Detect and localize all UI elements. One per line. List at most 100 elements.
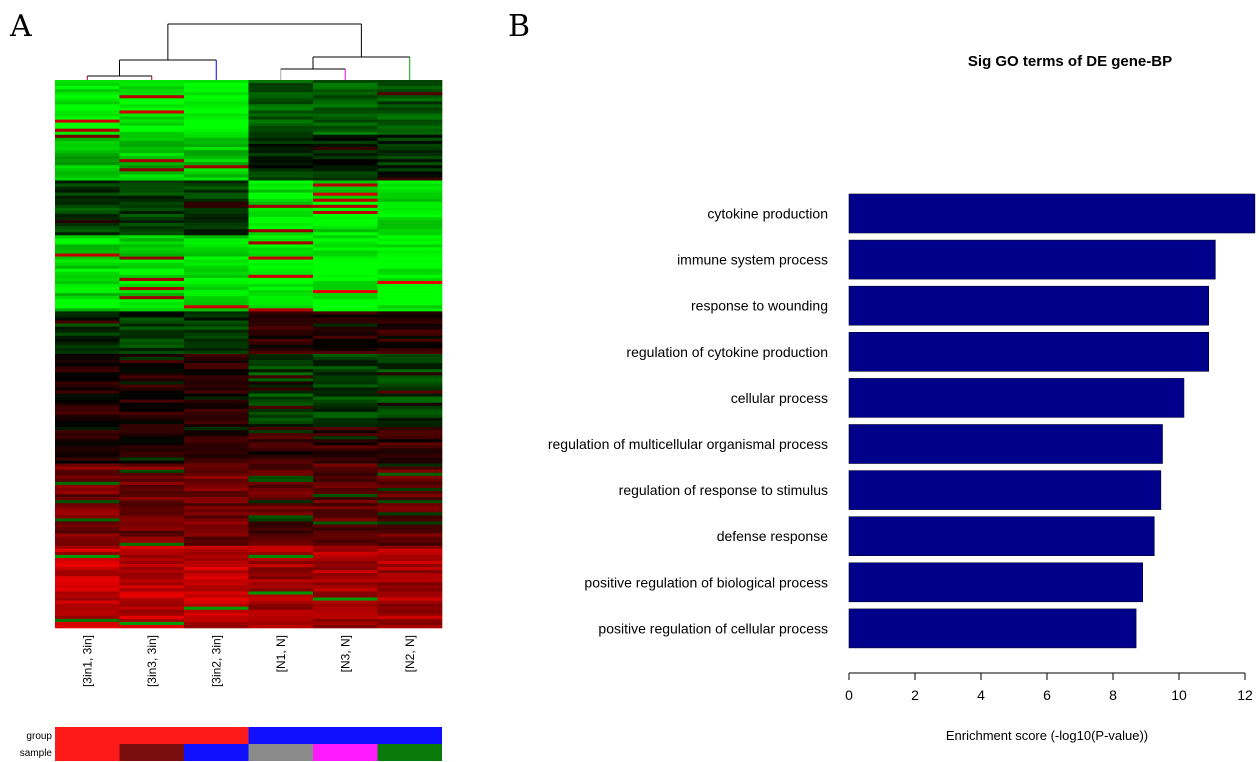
heatmap-cell bbox=[184, 262, 249, 267]
heatmap-cell bbox=[248, 250, 314, 254]
column-label: [3in2, 3in] bbox=[209, 635, 223, 687]
heatmap-cell bbox=[184, 548, 249, 553]
heatmap-cell bbox=[313, 478, 378, 483]
heatmap-cell bbox=[119, 527, 185, 531]
heatmap-cell bbox=[55, 570, 120, 574]
heatmap-cell bbox=[377, 338, 443, 343]
heatmap-cell bbox=[55, 548, 120, 553]
heatmap-cell bbox=[184, 317, 249, 321]
heatmap-cell bbox=[55, 420, 120, 425]
heatmap-cell bbox=[377, 375, 443, 379]
heatmap-cell bbox=[377, 174, 443, 178]
heatmap-cell bbox=[377, 567, 443, 571]
heatmap-cell bbox=[55, 308, 120, 312]
heatmap-cell bbox=[184, 354, 249, 358]
heatmap-cell bbox=[119, 140, 185, 145]
heatmap-cell bbox=[377, 253, 443, 257]
heatmap-cell bbox=[55, 122, 120, 126]
heatmap-cell bbox=[119, 287, 185, 291]
annotation-cell bbox=[313, 727, 378, 744]
heatmap-cell bbox=[184, 585, 249, 589]
heatmap-cell bbox=[377, 390, 443, 394]
heatmap-cell bbox=[184, 609, 249, 614]
heatmap-cell bbox=[377, 128, 443, 133]
heatmap-cell bbox=[377, 405, 443, 410]
heatmap-cell bbox=[184, 387, 249, 391]
heatmap-cell bbox=[55, 591, 120, 595]
heatmap-cell bbox=[248, 396, 314, 400]
heatmap-cell bbox=[55, 557, 120, 562]
heatmap-cell bbox=[55, 317, 120, 321]
heatmap-cell bbox=[377, 183, 443, 187]
heatmap-cell bbox=[248, 146, 314, 151]
heatmap-cell bbox=[313, 290, 378, 294]
heatmap-cell bbox=[55, 582, 120, 586]
heatmap-cell bbox=[377, 250, 443, 254]
heatmap-cell bbox=[119, 588, 185, 592]
heatmap-cell bbox=[377, 110, 443, 114]
heatmap-cell bbox=[248, 402, 314, 407]
heatmap-cell bbox=[313, 217, 378, 221]
heatmap-cell bbox=[377, 466, 443, 470]
heatmap-cell bbox=[184, 417, 249, 422]
heatmap-cell bbox=[377, 457, 443, 461]
heatmap-cell bbox=[119, 390, 185, 394]
heatmap-cell bbox=[377, 557, 443, 562]
heatmap-cell bbox=[55, 262, 120, 267]
heatmap-cell bbox=[119, 561, 185, 565]
heatmap-cell bbox=[377, 95, 443, 99]
heatmap-cell bbox=[119, 408, 185, 413]
x-axis-label: Enrichment score (-log10(P-value)) bbox=[946, 728, 1148, 743]
heatmap-cell bbox=[55, 137, 120, 142]
heatmap-cell bbox=[377, 600, 443, 604]
heatmap-cell bbox=[248, 241, 314, 245]
heatmap-cell bbox=[119, 576, 185, 580]
heatmap-cell bbox=[313, 119, 378, 123]
heatmap-cell bbox=[313, 204, 378, 209]
heatmap-cell bbox=[377, 287, 443, 291]
heatmap-cell bbox=[55, 302, 120, 306]
bar bbox=[848, 285, 1210, 326]
heatmap-cell bbox=[119, 539, 185, 544]
column-label: [N1, N] bbox=[274, 635, 288, 672]
heatmap-cell bbox=[377, 223, 443, 227]
heatmap-cell bbox=[119, 494, 185, 498]
heatmap-cell bbox=[119, 128, 185, 133]
heatmap-cell bbox=[184, 320, 249, 324]
heatmap-cell bbox=[377, 585, 443, 589]
heatmap-cell bbox=[248, 101, 314, 105]
heatmap-cell bbox=[119, 326, 185, 330]
heatmap-cell bbox=[377, 107, 443, 111]
heatmap-cell bbox=[119, 311, 185, 315]
heatmap-cell bbox=[313, 302, 378, 306]
heatmap-cell bbox=[119, 159, 185, 163]
heatmap-cell bbox=[184, 350, 249, 355]
heatmap-cell bbox=[184, 128, 249, 133]
heatmap-cell bbox=[248, 445, 314, 449]
heatmap-cell bbox=[377, 472, 443, 477]
heatmap-cell bbox=[184, 204, 249, 209]
heatmap-cell bbox=[119, 143, 185, 148]
heatmap-cell bbox=[313, 573, 378, 577]
heatmap-cell bbox=[184, 122, 249, 126]
heatmap-cell bbox=[248, 156, 314, 160]
heatmap-cell bbox=[55, 183, 120, 187]
heatmap-cell bbox=[248, 335, 314, 340]
heatmap-cell bbox=[119, 384, 185, 388]
heatmap-cell bbox=[313, 360, 378, 364]
heatmap-cell bbox=[55, 478, 120, 483]
heatmap-cell bbox=[184, 603, 249, 607]
heatmap-cell bbox=[248, 131, 314, 136]
heatmap-cell bbox=[377, 98, 443, 102]
heatmap-cell bbox=[377, 524, 443, 528]
heatmap-cell bbox=[119, 232, 185, 236]
heatmap-cell bbox=[184, 518, 249, 522]
heatmap-cell bbox=[377, 302, 443, 306]
heatmap-cell bbox=[184, 293, 249, 297]
heatmap-cell bbox=[119, 323, 185, 327]
heatmap-cell bbox=[55, 232, 120, 236]
heatmap-cell bbox=[55, 445, 120, 449]
heatmap-cell bbox=[248, 332, 314, 337]
heatmap-cell bbox=[248, 524, 314, 528]
heatmap-cell bbox=[377, 213, 443, 218]
